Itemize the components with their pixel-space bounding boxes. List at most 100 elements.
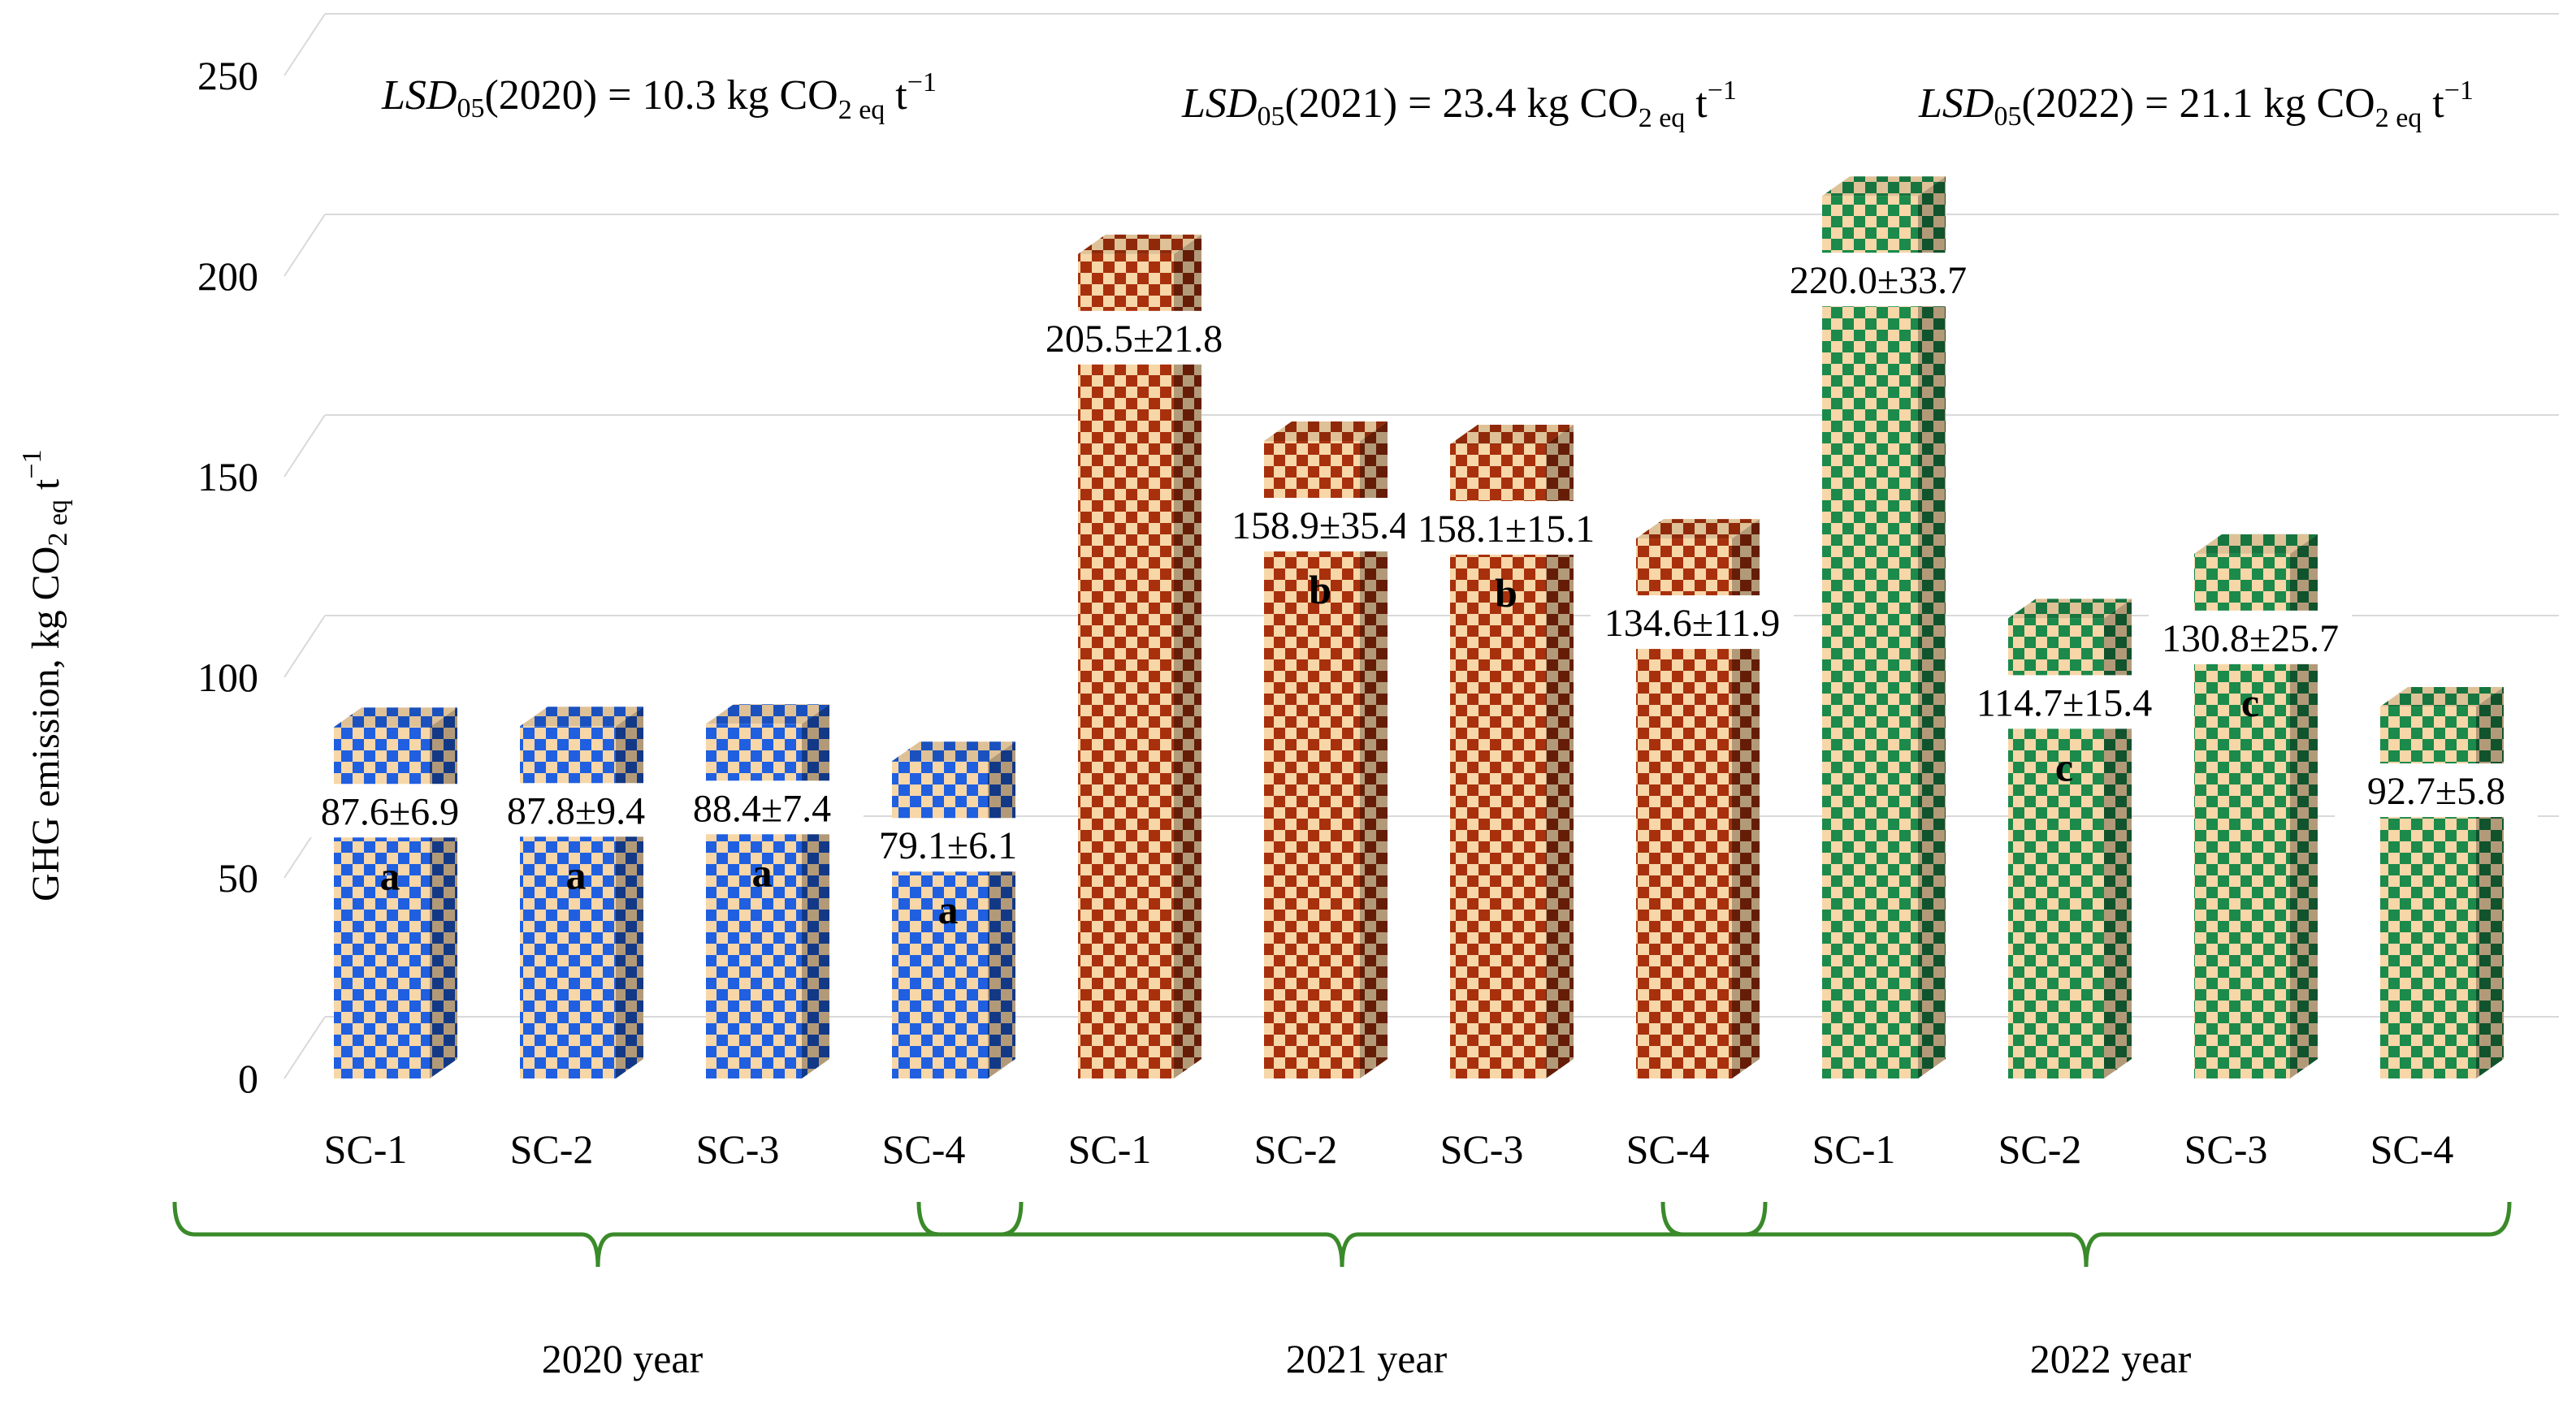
bar-side: [2476, 687, 2504, 1078]
year-label: 2020 year: [542, 1336, 704, 1381]
category-label: SC-3: [696, 1126, 780, 1172]
value-label: 114.7±15.4: [1976, 681, 2153, 724]
bar: [2380, 687, 2504, 1078]
value-label: 158.9±35.4: [1232, 504, 1409, 547]
bar-top: [1636, 519, 1760, 539]
bar-front: [892, 761, 988, 1078]
lsd-annotations: LSD05(2020) = 10.3 kg CO2 eq t−1 LSD05(20…: [381, 67, 2474, 133]
value-label: 134.6±11.9: [1604, 602, 1781, 645]
bar-side: [2104, 599, 2132, 1078]
significance-letter: a: [380, 853, 400, 898]
year-bracket: [916, 1201, 1768, 1268]
value-label-box: [474, 783, 678, 837]
category-label: SC-4: [1626, 1126, 1710, 1172]
category-label: SC-3: [1440, 1126, 1524, 1172]
value-labels: 87.6±6.9 a 87.8±9.4 a 88.4±7.4 a 79.1±6.1 a 205.…: [288, 253, 2538, 932]
grid-diagonal: [284, 13, 326, 76]
bar-top: [334, 707, 457, 728]
value-label-box: [1033, 310, 1236, 365]
bar-top: [2380, 687, 2504, 707]
bar-front: [2380, 707, 2476, 1078]
value-label: 87.8±9.4: [507, 789, 645, 832]
significance-letter: a: [566, 852, 587, 897]
category-label: SC-1: [324, 1126, 408, 1172]
year-label: 2022 year: [2030, 1336, 2192, 1381]
grid-diagonal: [284, 214, 326, 277]
category-labels: SC-1 SC-2 SC-3 SC-4 SC-1 SC-2 SC-3 SC-4 SC-1 SC-2…: [324, 1126, 2454, 1172]
value-label: 130.8±25.7: [2162, 617, 2339, 660]
value-label-box: [2335, 763, 2538, 818]
bar-side: [1546, 424, 1574, 1078]
bar-top: [1264, 421, 1388, 442]
bar-side: [802, 704, 829, 1078]
bar-side: [1174, 234, 1201, 1079]
significance-letter: c: [2055, 744, 2073, 789]
y-axis: 0 50 100 150 200 250: [197, 53, 258, 1101]
y-tick-label: 200: [197, 253, 258, 299]
y-axis-label: GHG emission, kg CO2 eq t−1: [17, 450, 73, 901]
value-label: 92.7±5.8: [2367, 770, 2505, 813]
value-label-box: [846, 818, 1050, 872]
y-tick-label: 250: [197, 53, 258, 98]
category-label: SC-2: [510, 1126, 594, 1172]
bar-front: [706, 724, 802, 1078]
bar: [2008, 599, 2132, 1078]
value-label-box: [1963, 675, 2166, 729]
category-label: SC-4: [882, 1126, 966, 1172]
value-label-box: [1777, 253, 1980, 307]
bar-top: [1450, 424, 1574, 444]
bar-front: [1822, 196, 1918, 1079]
bar-side: [1732, 519, 1760, 1078]
significance-letter: b: [1309, 567, 1331, 612]
lsd-annotation: LSD05(2020) = 10.3 kg CO2 eq t−1: [381, 67, 937, 125]
category-label: SC-1: [1068, 1126, 1152, 1172]
category-label: SC-3: [2184, 1126, 2268, 1172]
value-label-box: [660, 780, 864, 835]
bar-top: [1078, 234, 1201, 254]
value-label: 79.1±6.1: [879, 824, 1017, 867]
value-label: 88.4±7.4: [693, 787, 831, 830]
year-brackets: 2020 year 2021 year 2022 year: [172, 1201, 2512, 1381]
bar-top: [892, 741, 1015, 762]
category-label: SC-2: [1254, 1126, 1338, 1172]
bar-front: [1078, 253, 1174, 1079]
bar-top: [2194, 534, 2318, 554]
bar-front: [520, 726, 616, 1078]
grid-diagonal: [284, 414, 326, 478]
lsd-annotation: LSD05(2022) = 21.1 kg CO2 eq t−1: [1918, 76, 2474, 133]
value-label: 220.0±33.7: [1790, 259, 1967, 302]
year-bracket: [1660, 1201, 2512, 1268]
value-label: 158.1±15.1: [1418, 508, 1595, 551]
category-label: SC-2: [1998, 1126, 2082, 1172]
value-label: 87.6±6.9: [321, 790, 459, 833]
bar-side: [1360, 421, 1388, 1078]
bar-side: [430, 707, 457, 1078]
bar: [1822, 176, 1946, 1079]
year-bracket: [172, 1201, 1024, 1268]
y-tick-label: 100: [197, 655, 258, 700]
significance-letter: c: [2241, 680, 2259, 725]
value-label-box: [2149, 610, 2352, 664]
y-tick-label: 50: [218, 855, 258, 901]
bar-top: [520, 707, 643, 727]
significance-letter: b: [1495, 570, 1517, 616]
value-label-box: [1219, 498, 1422, 552]
category-label: SC-4: [2370, 1126, 2454, 1172]
bar-side: [988, 741, 1015, 1078]
value-label: 205.5±21.8: [1046, 318, 1223, 361]
y-axis-title: GHG emission, kg CO2 eq t−1: [17, 450, 73, 901]
lsd-annotation: LSD05(2021) = 23.4 kg CO2 eq t−1: [1181, 76, 1737, 133]
y-tick-label: 150: [197, 454, 258, 499]
significance-letter: a: [938, 887, 959, 932]
year-label: 2021 year: [1286, 1336, 1448, 1381]
bar-top: [1822, 176, 1946, 197]
bar: [1078, 234, 1201, 1079]
bar-front: [334, 727, 430, 1078]
significance-letter: a: [752, 849, 773, 895]
y-tick-label: 0: [238, 1056, 258, 1101]
bar-side: [2290, 534, 2318, 1078]
value-label-box: [288, 784, 491, 838]
category-label: SC-1: [1812, 1126, 1896, 1172]
bar-side: [616, 707, 643, 1078]
